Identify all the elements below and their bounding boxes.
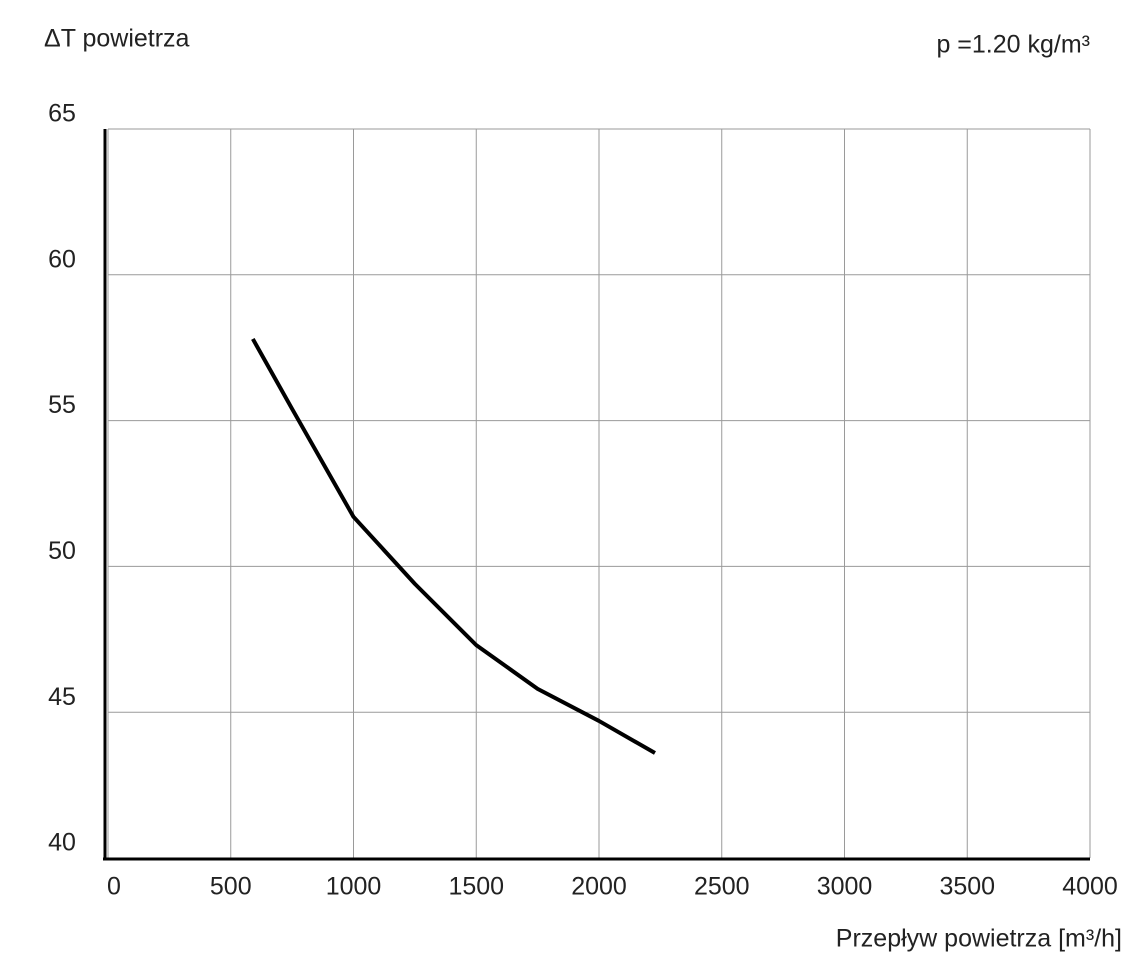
x-tick-label: 2000 [571,873,627,901]
y-tick-label: 55 [48,391,76,419]
y-tick-label: 45 [48,683,76,711]
x-tick-label: 1000 [326,873,382,901]
y-tick-label: 65 [48,100,76,128]
data-line [251,337,656,755]
y-axis-label: ΔT powietrza [44,25,190,53]
y-tick-label: 60 [48,245,76,273]
x-tick-label: 500 [210,873,252,901]
annotation: p =1.20 kg/m³ [936,31,1090,59]
x-axis-label: Przepływ powietrza [m³/h] [836,925,1122,953]
x-tick-label: 1500 [448,873,504,901]
y-tick-label: 40 [48,829,76,857]
y-tick-label: 50 [48,537,76,565]
x-tick-label: 0 [107,873,121,901]
x-tick-label: 2500 [694,873,750,901]
x-tick-label: 3000 [817,873,873,901]
x-tick-label: 4000 [1062,873,1118,901]
x-tick-label: 3500 [939,873,995,901]
